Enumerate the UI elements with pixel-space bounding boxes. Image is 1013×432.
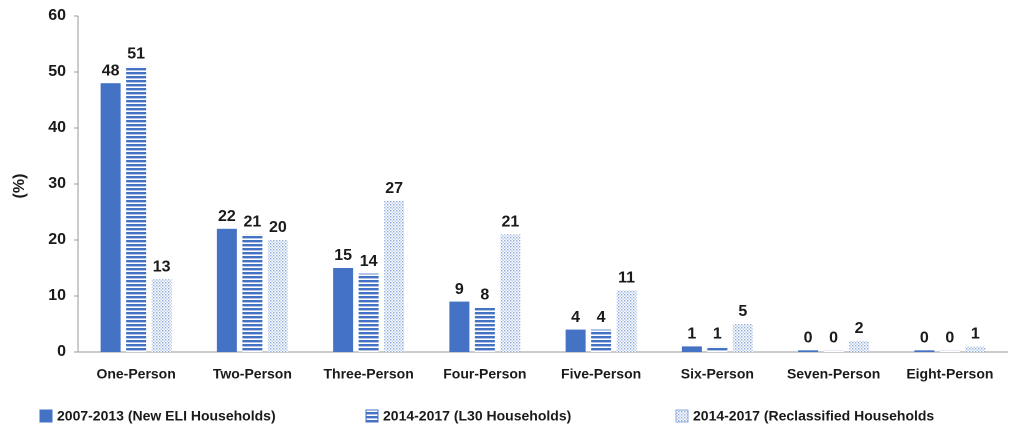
value-label: 1 <box>687 326 696 343</box>
bar <box>242 234 263 352</box>
value-label: 9 <box>455 281 464 298</box>
value-label: 13 <box>153 258 171 275</box>
legend-label: 2007-2013 (New ELI Households) <box>57 408 276 424</box>
x-tick-label: Two-Person <box>213 366 292 382</box>
bar <box>449 301 470 352</box>
bar <box>939 350 960 352</box>
bar <box>358 273 379 352</box>
x-tick-label: Five-Person <box>561 366 641 382</box>
x-tick-label: Six-Person <box>681 366 754 382</box>
value-label: 21 <box>501 214 519 231</box>
value-label: 5 <box>738 303 747 320</box>
value-label: 0 <box>829 330 838 347</box>
x-tick-label: One-Person <box>96 366 175 382</box>
x-tick-label: Seven-Person <box>787 366 880 382</box>
x-tick-label: Four-Person <box>443 366 526 382</box>
bar <box>565 329 586 352</box>
value-label: 21 <box>243 214 261 231</box>
bar <box>616 290 637 352</box>
bar <box>384 200 405 352</box>
y-tick-label: 10 <box>48 287 66 304</box>
value-label: 20 <box>269 219 287 236</box>
bar <box>500 234 521 352</box>
y-tick-label: 0 <box>57 343 66 360</box>
legend-swatch <box>675 409 689 423</box>
value-label: 22 <box>218 208 236 225</box>
value-label: 2 <box>855 320 864 337</box>
y-tick-label: 60 <box>48 7 66 24</box>
value-label: 0 <box>945 330 954 347</box>
value-label: 4 <box>571 309 580 326</box>
value-label: 15 <box>334 247 352 264</box>
bar <box>965 346 986 352</box>
value-label: 0 <box>920 330 929 347</box>
x-tick-label: Three-Person <box>324 366 414 382</box>
legend-swatch <box>39 409 53 423</box>
bar <box>732 324 753 352</box>
value-label: 4 <box>597 309 606 326</box>
bar <box>474 307 495 352</box>
value-label: 11 <box>618 270 635 287</box>
legend-label: 2014-2017 (L30 Households) <box>383 408 571 424</box>
value-label: 0 <box>804 330 813 347</box>
value-label: 51 <box>127 46 145 63</box>
value-label: 27 <box>385 180 403 197</box>
bar <box>267 240 288 352</box>
bar <box>216 228 237 352</box>
y-tick-label: 20 <box>48 231 66 248</box>
bar <box>681 346 702 352</box>
bar <box>100 83 121 352</box>
legend-label: 2014-2017 (Reclassified Households <box>693 408 934 424</box>
value-label: 1 <box>713 326 722 343</box>
bar <box>798 350 819 352</box>
value-label: 48 <box>102 62 120 79</box>
bar <box>126 66 147 353</box>
y-tick-label: 50 <box>48 63 66 80</box>
bar <box>823 350 844 352</box>
value-label: 14 <box>360 253 378 270</box>
bar <box>914 350 935 352</box>
y-axis-label: (%) <box>11 174 28 199</box>
bar <box>333 268 354 352</box>
bar <box>591 329 612 352</box>
value-label: 8 <box>480 286 489 303</box>
y-tick-label: 40 <box>48 119 66 136</box>
value-label: 1 <box>971 326 980 343</box>
legend-swatch <box>365 409 379 423</box>
y-tick-label: 30 <box>48 175 66 192</box>
bar <box>707 346 728 352</box>
bar <box>151 279 172 352</box>
bar <box>849 340 870 352</box>
x-tick-label: Eight-Person <box>906 366 993 382</box>
